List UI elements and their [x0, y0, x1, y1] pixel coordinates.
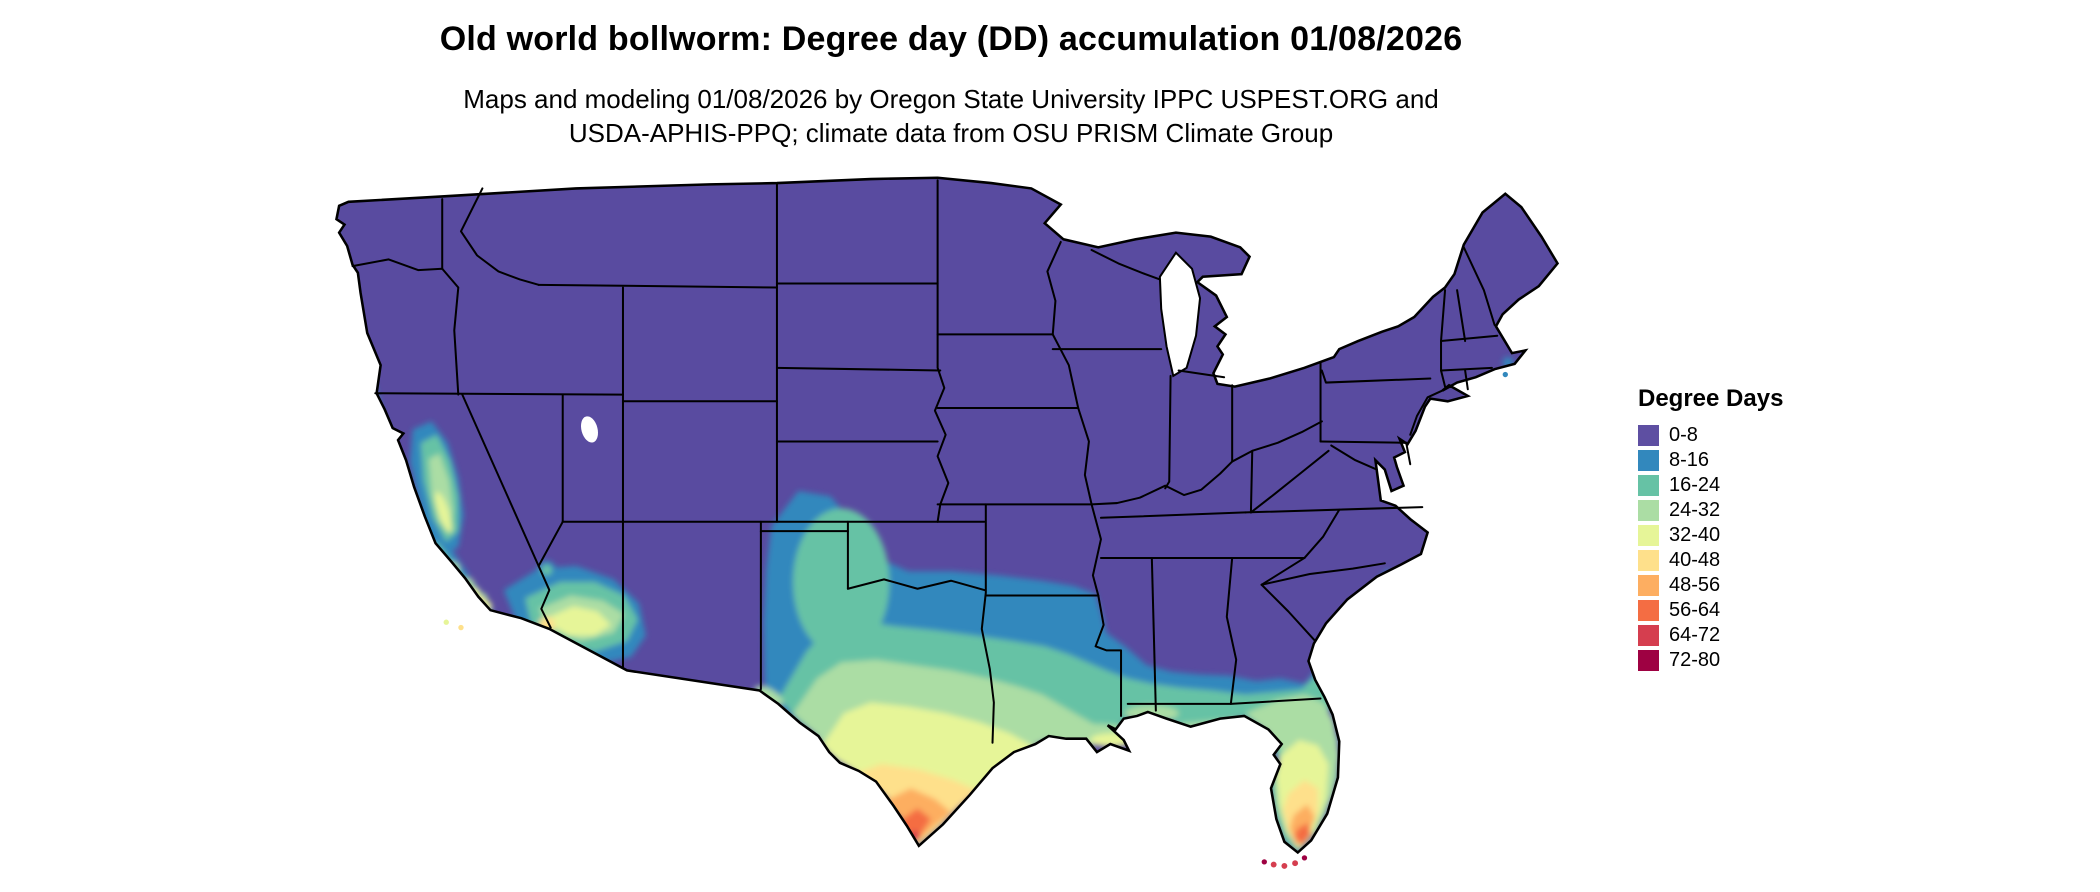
legend-row: 64-72 [1638, 623, 1783, 648]
legend-label: 40-48 [1669, 549, 1721, 571]
great-salt-lake [581, 416, 598, 443]
legend: Degree Days 0-8 8-16 16-24 24-32 32-40 4… [1638, 385, 1783, 673]
lake-michigan [1158, 251, 1202, 378]
subtitle-line-2: USDA-APHIS-PPQ; climate data from OSU PR… [568, 118, 1334, 148]
us-degree-day-map [308, 167, 1594, 890]
map-subtitle: Maps and modeling 01/08/2026 by Oregon S… [0, 82, 1902, 150]
legend-swatch [1638, 475, 1659, 496]
legend-label: 72-80 [1669, 649, 1721, 671]
legend-row: 32-40 [1638, 523, 1783, 548]
map-title: Old world bollworm: Degree day (DD) accu… [439, 20, 1463, 58]
legend-row: 48-56 [1638, 573, 1783, 598]
legend-label: 8-16 [1669, 449, 1710, 471]
legend-row: 16-24 [1638, 473, 1783, 498]
legend-label: 64-72 [1669, 624, 1721, 646]
legend-label: 16-24 [1669, 474, 1721, 496]
legend-swatch [1638, 525, 1659, 546]
legend-swatch [1638, 625, 1659, 646]
legend-title: Degree Days [1638, 385, 1784, 412]
offshore-islands [443, 371, 1508, 869]
us-map-svg [335, 176, 1559, 869]
legend-label: 24-32 [1669, 499, 1721, 521]
legend-label: 56-64 [1669, 599, 1721, 621]
legend-label: 0-8 [1669, 424, 1698, 446]
legend-swatch [1638, 600, 1659, 621]
legend-swatch [1638, 425, 1659, 446]
legend-label: 32-40 [1669, 524, 1721, 546]
legend-row: 8-16 [1638, 448, 1783, 473]
legend-row: 0-8 [1638, 423, 1783, 448]
legend-swatch [1638, 550, 1659, 571]
legend-swatch [1638, 650, 1659, 671]
legend-row: 56-64 [1638, 598, 1783, 623]
subtitle-line-1: Maps and modeling 01/08/2026 by Oregon S… [463, 84, 1439, 114]
legend-swatch [1638, 500, 1659, 521]
legend-label: 48-56 [1669, 574, 1721, 596]
legend-row: 40-48 [1638, 548, 1783, 573]
legend-swatch [1638, 450, 1659, 471]
legend-row: 72-80 [1638, 648, 1783, 673]
legend-row: 24-32 [1638, 498, 1783, 523]
class-56-64-layer [898, 808, 1312, 846]
legend-swatch [1638, 575, 1659, 596]
